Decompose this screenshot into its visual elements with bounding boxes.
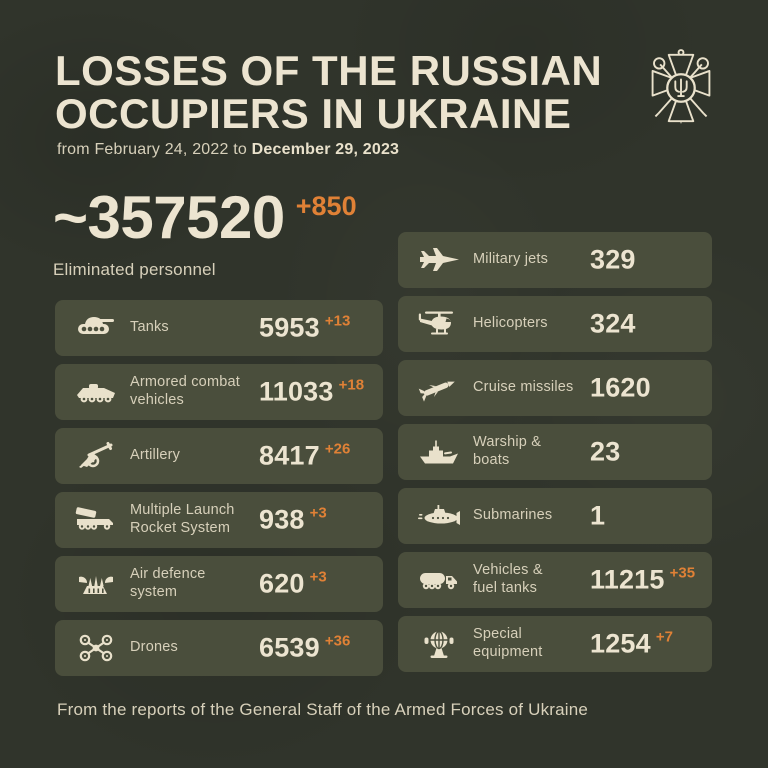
stat-value: 1254 [590,628,651,659]
stats-column-left: Tanks 5953 +13 Armored c [55,300,383,676]
armored-vehicle-icon [73,376,119,408]
stat-value: 620 [259,568,305,599]
stat-label: Military jets [473,251,549,268]
stat-value: 6539 [259,632,320,663]
cruise-missile-icon [416,372,462,404]
fuel-truck-icon [416,564,462,596]
armed-forces-of-ukraine-emblem-icon [645,45,717,131]
stat-card-cruise-missiles: Cruise missiles 1620 [398,360,712,416]
artillery-icon [73,440,119,472]
stat-card-special-equipment: Special equipment 1254 +7 [398,616,712,672]
stat-card-warships: Warship & boats 23 [398,424,712,480]
stat-card-tanks: Tanks 5953 +13 [55,300,383,356]
stat-delta: +7 [655,628,673,646]
stat-label: Armored combat vehicles [130,374,240,408]
date-range: from February 24, 2022 to December 29, 2… [57,141,399,159]
stat-card-helicopters: Helicopters 324 [398,296,712,352]
air-defence-icon [73,568,119,600]
stat-card-drones: Drones 6539 +36 [55,620,383,676]
stat-label: Helicopters [473,315,548,332]
stat-label: Drones [130,639,178,656]
stat-delta: +35 [669,564,696,582]
eliminated-personnel-value: ~357520 [53,184,285,251]
stat-label: Vehicles & fuel tanks [473,562,543,596]
submarine-icon [416,500,462,532]
stat-label: Submarines [473,507,553,524]
title-line-1: LOSSES OF THE RUSSIAN [55,47,603,94]
stat-label: Artillery [130,447,181,464]
source-note: From the reports of the General Staff of… [57,700,589,719]
stat-label: Air defence system [130,566,206,600]
stat-value: 11215 [590,564,665,595]
eliminated-personnel-label: Eliminated personnel [53,260,216,279]
stat-value: 1620 [590,372,651,403]
stat-card-submarines: Submarines 1 [398,488,712,544]
stat-value: 23 [590,436,621,467]
title-line-2: OCCUPIERS IN UKRAINE [55,90,572,137]
stat-value: 11033 [259,376,334,407]
stat-label: Multiple Launch Rocket System [130,502,235,536]
stat-label: Tanks [130,319,169,336]
stat-delta: +13 [324,312,351,330]
stat-value: 8417 [259,440,320,471]
stat-card-air-defence: Air defence system 620 +3 [55,556,383,612]
summary-block: ~357520 +850 Eliminated personnel [53,188,357,280]
stat-card-vehicles-fuel-tanks: Vehicles & fuel tanks 11215 +35 [398,552,712,608]
stat-value: 324 [590,308,636,339]
stat-delta: +3 [309,504,327,522]
stat-label: Special equipment [473,626,543,660]
drone-icon [73,632,119,664]
stat-card-military-jets: Military jets 329 [398,232,712,288]
date-range-end: December 29, 2023 [251,141,400,158]
stat-value: 1 [590,500,606,531]
stat-value: 329 [590,244,636,275]
helicopter-icon [416,308,462,340]
stat-delta: +3 [309,568,327,586]
stat-label: Cruise missiles [473,379,574,396]
stat-card-artillery: Artillery 8417 +26 [55,428,383,484]
page-title: LOSSES OF THE RUSSIAN OCCUPIERS IN UKRAI… [55,49,602,135]
tank-icon [73,312,119,344]
special-equipment-icon [416,628,462,660]
eliminated-personnel-delta: +850 [295,191,357,221]
stat-delta: +18 [338,376,365,394]
date-range-start: from February 24, 2022 to [57,141,252,158]
stat-delta: +26 [324,440,351,458]
stat-value: 5953 [259,312,320,343]
stat-label: Warship & boats [473,434,542,468]
stat-card-armored-combat-vehicles: Armored combat vehicles 11033 +18 [55,364,383,420]
warship-icon [416,436,462,468]
stat-value: 938 [259,504,305,535]
stats-column-right: Military jets 329 [398,232,712,672]
stat-card-mlrs: Multiple Launch Rocket System 938 +3 [55,492,383,548]
jet-icon [416,244,462,276]
mlrs-icon [73,504,119,536]
stat-delta: +36 [324,632,351,650]
